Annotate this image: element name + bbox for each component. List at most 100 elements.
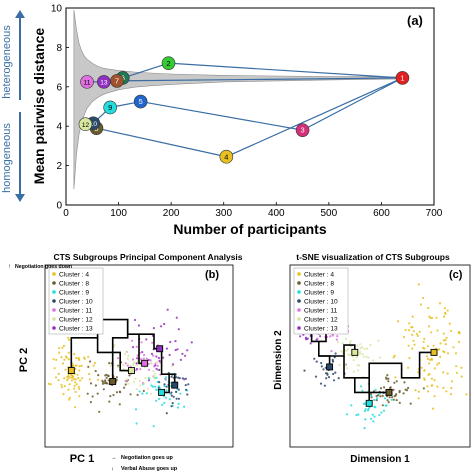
dendrogram-branch xyxy=(368,351,434,379)
scatter-point xyxy=(150,384,153,387)
scatter-point xyxy=(131,346,135,349)
scatter-point xyxy=(68,338,71,341)
scatter-point xyxy=(127,382,130,385)
scatter-point xyxy=(150,352,154,355)
scatter-point xyxy=(69,376,72,379)
cluster-point-13: 13 xyxy=(97,75,111,89)
panel-b-y-axis-label: PC 2 xyxy=(18,348,30,372)
scatter-point xyxy=(436,385,439,388)
scatter-point xyxy=(135,345,138,348)
panel-a-y-axis-label: Mean pairwise distance xyxy=(31,28,47,185)
scatter-point xyxy=(377,394,380,397)
scatter-point xyxy=(350,404,353,407)
scatter-point xyxy=(190,341,193,344)
scatter-point xyxy=(465,393,468,396)
scatter-point xyxy=(87,365,90,368)
scatter-point xyxy=(154,377,157,380)
scatter-point xyxy=(115,378,118,382)
scatter-point xyxy=(154,385,157,388)
scatter-point xyxy=(327,376,331,379)
scatter-point xyxy=(74,406,77,409)
scatter-point xyxy=(68,396,71,399)
scatter-point xyxy=(408,356,411,360)
scatter-point xyxy=(152,327,155,330)
scatter-point xyxy=(322,368,325,371)
scatter-point xyxy=(359,343,362,346)
centroid-marker-12 xyxy=(128,367,135,375)
scatter-point xyxy=(426,345,430,348)
scatter-point xyxy=(163,384,166,388)
scatter-point xyxy=(415,332,418,335)
cluster-marker xyxy=(80,75,94,89)
scatter-point xyxy=(383,386,386,389)
scatter-point xyxy=(426,357,429,360)
legend-entry: Cluster : 8 xyxy=(59,281,89,288)
legend-marker xyxy=(52,272,56,276)
scatter-point xyxy=(413,343,416,346)
scatter-point xyxy=(428,362,431,365)
scatter-point xyxy=(144,377,147,380)
scatter-point xyxy=(363,347,366,350)
scatter-point xyxy=(457,340,461,344)
x-tick-label: 700 xyxy=(426,208,443,219)
scatter-point xyxy=(423,337,426,340)
panel-a-axes-box xyxy=(65,7,435,206)
scatter-point xyxy=(373,398,376,402)
scatter-point xyxy=(370,394,373,397)
scatter-point xyxy=(164,378,167,381)
scatter-point xyxy=(433,379,436,382)
scatter-point xyxy=(445,336,448,339)
legend-marker xyxy=(297,272,301,276)
scatter-point xyxy=(105,373,108,376)
scatter-point xyxy=(77,376,80,380)
cluster-edge-line xyxy=(226,77,403,158)
scatter-point xyxy=(442,371,445,374)
cluster-number-label: 7 xyxy=(115,76,119,85)
scatter-point xyxy=(458,332,461,335)
scatter-point xyxy=(101,379,104,382)
scatter-point xyxy=(141,351,144,354)
scatter-point xyxy=(385,377,388,380)
scatter-point xyxy=(67,358,70,361)
legend-marker xyxy=(297,290,301,294)
cluster-number-label: 11 xyxy=(84,79,91,86)
scatter-point xyxy=(372,420,375,423)
scatter-point xyxy=(63,385,66,388)
legend-entry: Cluster : 13 xyxy=(59,326,93,333)
scatter-point xyxy=(155,388,158,391)
scatter-point xyxy=(352,359,355,362)
scatter-point xyxy=(452,346,455,349)
scatter-point xyxy=(149,392,152,395)
scatter-point xyxy=(395,399,398,402)
legend-entry: Cluster : 4 xyxy=(304,272,334,279)
verbal-abuse-up-label: Verbal Abuse goes up xyxy=(121,466,178,472)
scatter-point xyxy=(171,363,175,366)
scatter-point xyxy=(126,378,129,381)
scatter-point xyxy=(439,342,442,345)
scatter-point xyxy=(140,341,143,344)
scatter-point xyxy=(74,364,77,367)
scatter-point xyxy=(345,349,348,352)
scatter-point xyxy=(77,356,80,360)
cluster-edge-line xyxy=(116,77,403,82)
scatter-point xyxy=(359,347,362,350)
scatter-point xyxy=(348,342,351,345)
scatter-point xyxy=(421,346,425,349)
scatter-point xyxy=(74,378,78,381)
scatter-point xyxy=(172,395,175,398)
legend-entry: Cluster : 12 xyxy=(304,317,338,324)
scatter-point xyxy=(158,359,161,362)
scatter-point xyxy=(163,383,166,386)
scatter-point xyxy=(379,387,383,390)
scatter-point xyxy=(428,315,431,318)
scatter-point xyxy=(108,362,111,365)
scatter-point xyxy=(381,394,384,397)
scatter-point xyxy=(54,376,58,379)
scatter-point xyxy=(375,395,378,398)
scatter-point xyxy=(407,329,411,332)
scatter-point xyxy=(152,354,155,357)
scatter-point xyxy=(62,344,66,347)
cluster-number-label: 12 xyxy=(82,122,90,129)
scatter-point xyxy=(373,405,376,408)
